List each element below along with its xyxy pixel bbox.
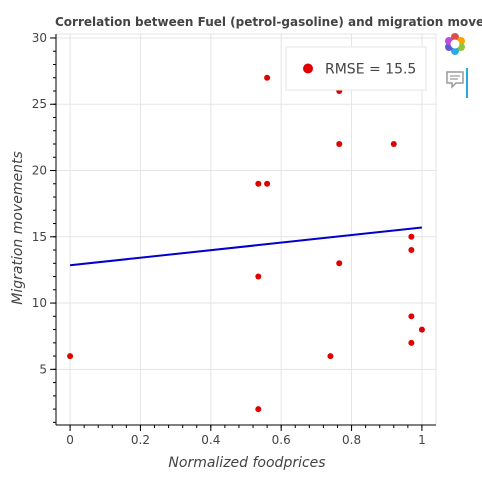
x-tick-label-0: 0 [66,433,74,447]
scatter-point-10 [336,260,343,267]
y-tick-label-3: 20 [32,164,47,178]
y-tick-label-5: 30 [32,31,47,45]
scatter-point-12 [408,233,415,240]
y-tick-label-4: 25 [32,97,47,111]
plot-frame [55,33,437,426]
hover-tool-icon[interactable] [443,68,467,92]
scatter-point-15 [408,339,415,346]
toolbar [440,32,470,102]
x-tick-label-5: 1 [418,433,426,447]
plot-area [55,33,437,426]
x-tick-label-4: 0.8 [342,433,361,447]
x-tick-label-2: 0.4 [201,433,220,447]
scatter-point-1 [255,180,262,187]
scatter-point-6 [327,353,334,360]
y-tick-label-1: 10 [32,296,47,310]
scatter-points [67,48,425,413]
scatter-point-14 [408,313,415,320]
active-tool-indicator [466,68,468,98]
x-axis-label: Normalized foodprices [168,455,325,471]
scatter-point-11 [390,141,397,148]
x-tick-label-3: 0.6 [272,433,291,447]
scatter-point-4 [255,406,262,413]
regression-line [69,226,423,267]
y-axis-label: Migration movements [10,151,26,304]
legend-marker [303,63,313,74]
scatter-point-0 [67,353,74,360]
legend-label: RMSE = 15.5 [325,62,416,78]
scatter-point-13 [408,247,415,254]
scatter-point-2 [264,180,271,187]
chart-title: Correlation between Fuel (petrol-gasolin… [55,15,482,29]
x-tick-label-1: 0.2 [131,433,150,447]
grid [56,34,436,425]
legend: RMSE = 15.5 [285,46,427,91]
scatter-point-3 [255,273,262,280]
bokeh-logo-icon[interactable] [443,32,467,56]
y-tick-label-0: 5 [39,362,47,376]
scatter-point-16 [418,326,425,333]
scatter-point-9 [336,141,343,148]
scatter-point-5 [264,74,271,81]
fit-line-group [69,226,423,267]
y-tick-label-2: 15 [32,230,47,244]
